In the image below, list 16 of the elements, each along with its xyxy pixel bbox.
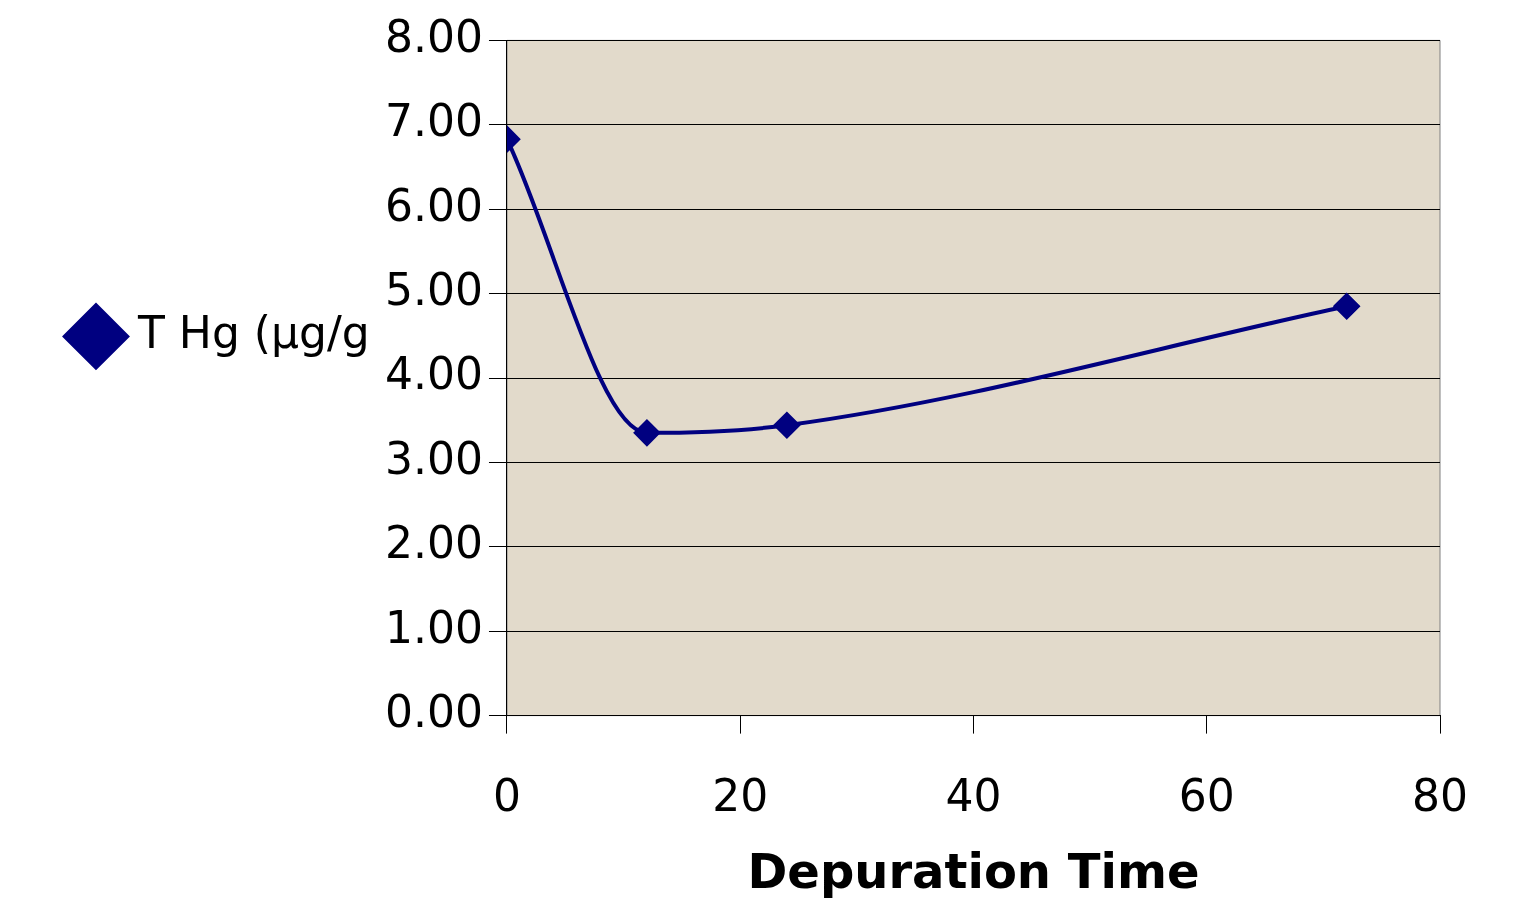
y-tick-label: 8.00 [385, 10, 483, 62]
x-tick-label: 80 [1412, 770, 1469, 822]
y-tick-label: 3.00 [385, 432, 483, 484]
legend-label: T Hg (µg/g [137, 306, 370, 358]
y-tick-label: 2.00 [385, 517, 483, 569]
y-tick-label: 0.00 [385, 686, 483, 738]
x-tick-label: 20 [712, 770, 769, 822]
x-tick-label: 60 [1178, 770, 1235, 822]
y-tick-label: 6.00 [385, 179, 483, 231]
y-tick-label: 1.00 [385, 601, 483, 653]
x-tick-label: 40 [945, 770, 1002, 822]
x-tick-label: 0 [492, 770, 521, 822]
x-axis-title: Depuration Time [747, 842, 1200, 899]
y-tick-label: 7.00 [385, 95, 483, 147]
y-tick-label: 4.00 [385, 348, 483, 400]
y-tick-label: 5.00 [385, 264, 483, 316]
